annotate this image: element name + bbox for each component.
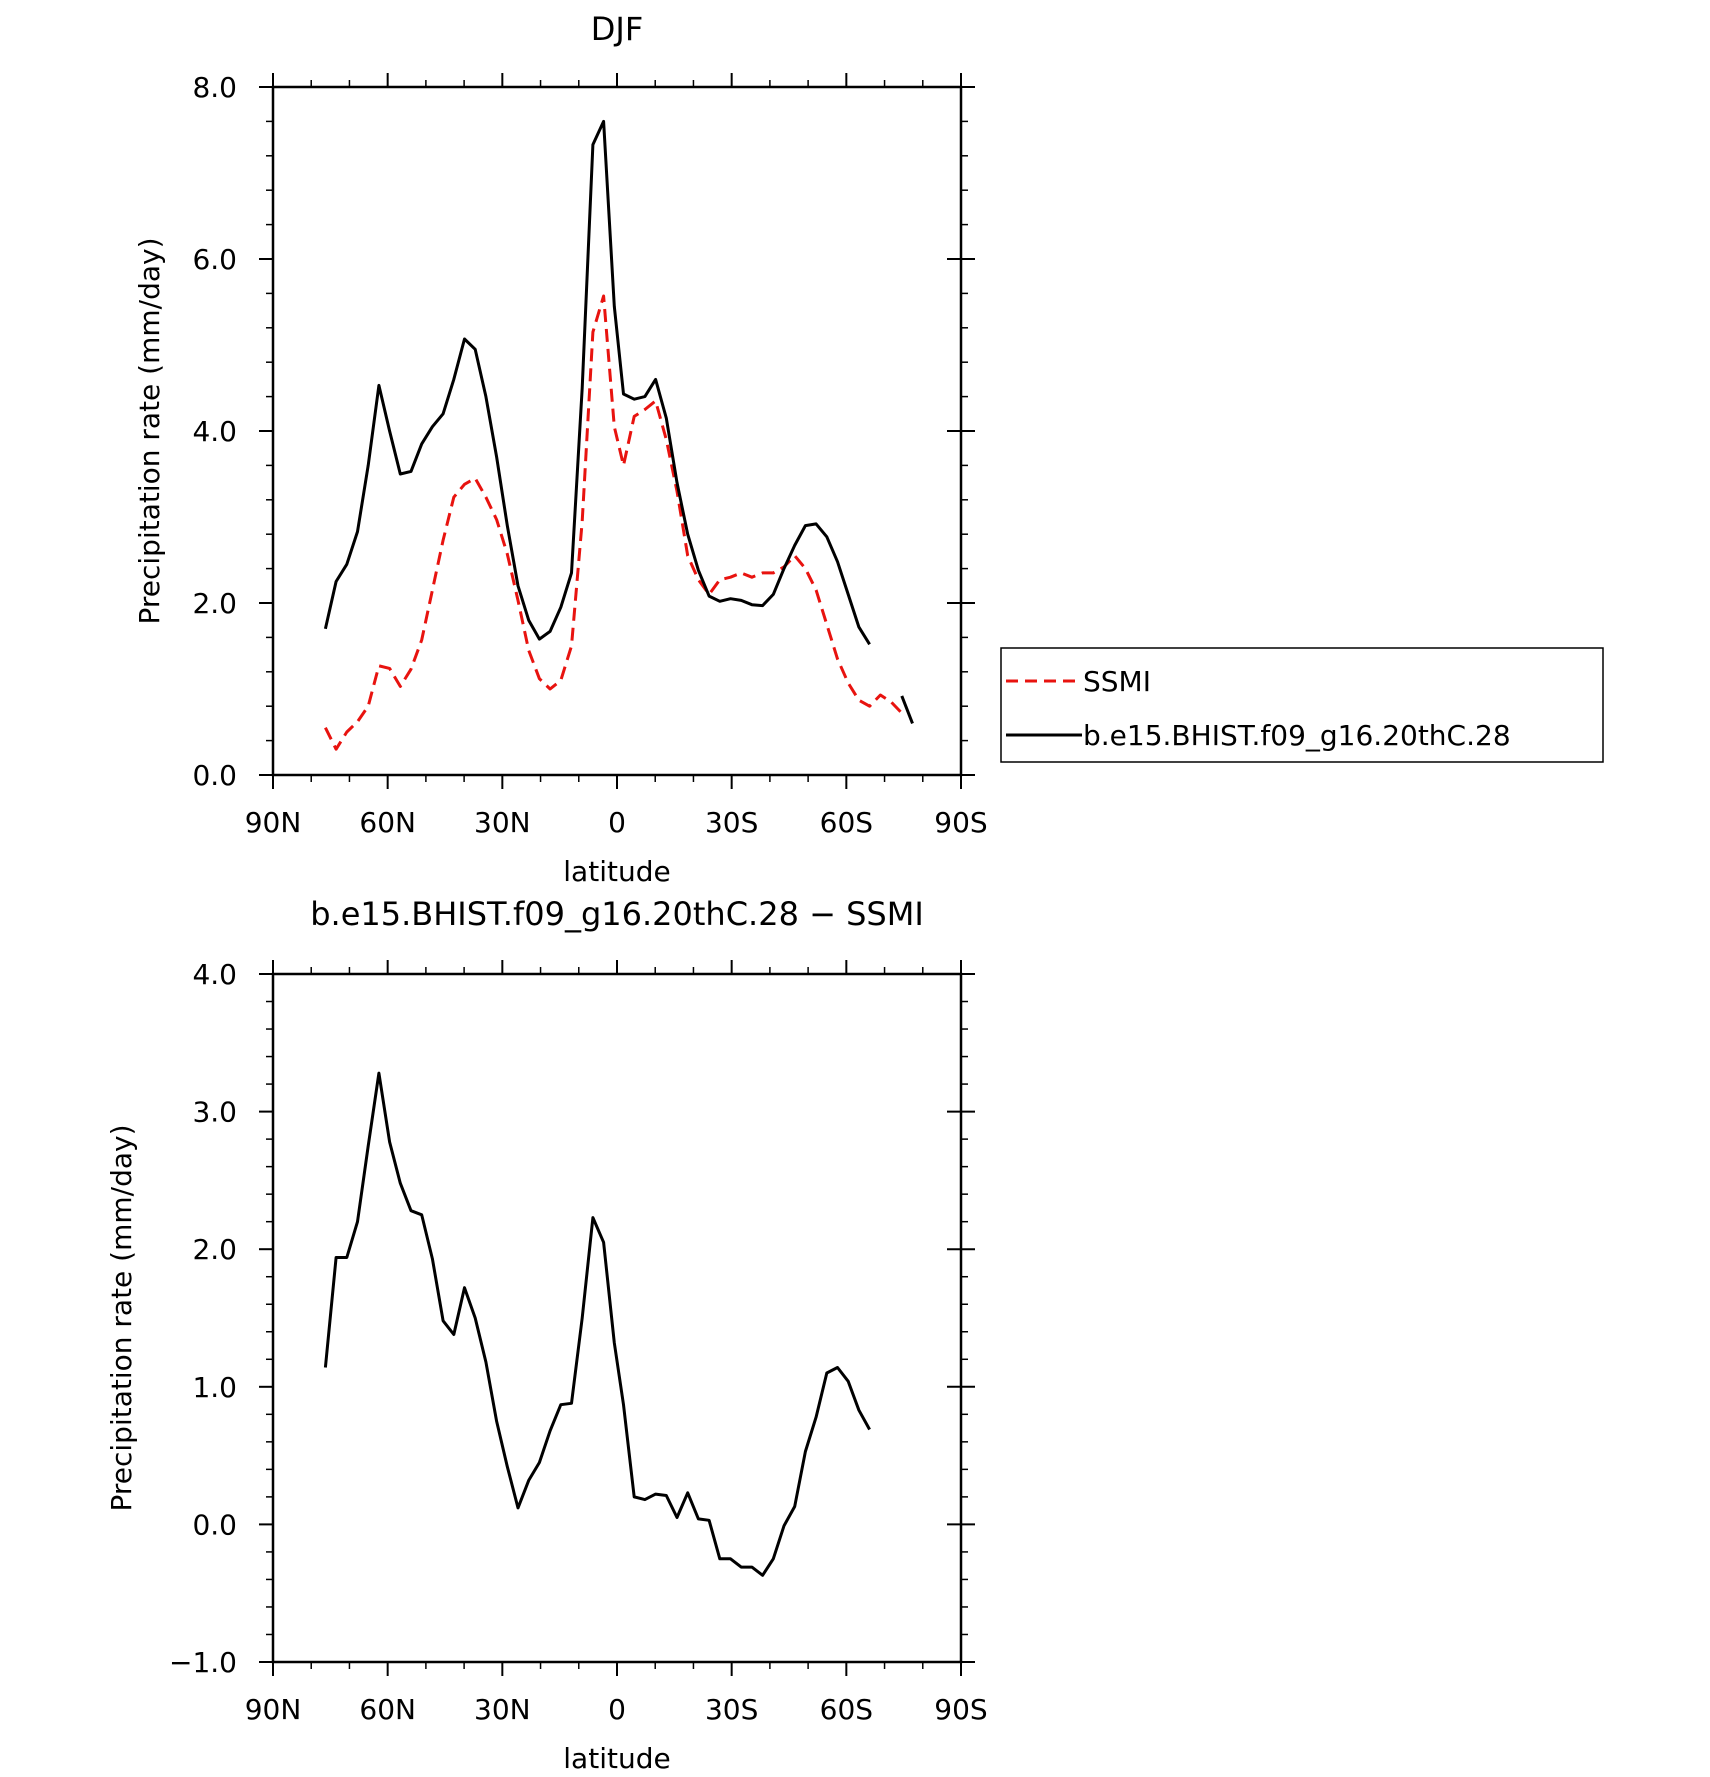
x-tick-label: 30N — [474, 1693, 531, 1726]
y-tick-label: 4.0 — [192, 958, 237, 991]
series-line-b-e15-bhist-f09-g16-20thc-28 — [323, 119, 871, 646]
axis-ticks: 90N 60N 30N 0 30S 60S 90S −1.0 0.0 1.0 2.0 3.0 4.0 — [169, 958, 988, 1726]
panel-top: DJF 90N 60N 30N 0 30S 60S 90S 0.0 2.0 4.0 6.0 8.0 l… — [133, 10, 1604, 888]
y-tick-label: 4.0 — [192, 415, 237, 448]
y-axis-title: Precipitation rate (mm/day) — [133, 237, 166, 624]
y-tick-label: 8.0 — [192, 71, 237, 104]
y-tick-label: −1.0 — [169, 1646, 237, 1679]
y-tick-label: 3.0 — [192, 1096, 237, 1129]
x-tick-label: 90N — [245, 806, 302, 839]
legend-box — [1000, 647, 1604, 763]
series-line-series-0 — [323, 1071, 871, 1577]
y-tick-label: 2.0 — [192, 1233, 237, 1266]
x-tick-label: 30N — [474, 806, 531, 839]
chart-title: DJF — [591, 10, 643, 48]
axis-ticks: 90N 60N 30N 0 30S 60S 90S 0.0 2.0 4.0 6.0 8.0 — [192, 71, 987, 839]
chart-title: b.e15.BHIST.f09_g16.20thC.28 − SSMI — [310, 895, 924, 933]
legend-label-model: b.e15.BHIST.f09_g16.20thC.28 — [1083, 719, 1511, 752]
y-tick-label: 2.0 — [192, 587, 237, 620]
x-tick-label: 90N — [245, 1693, 302, 1726]
x-tick-label: 30S — [705, 806, 758, 839]
series-layer — [323, 1071, 871, 1577]
x-tick-label: 0 — [608, 1693, 626, 1726]
plot-frame — [271, 85, 963, 777]
y-tick-label: 6.0 — [192, 243, 237, 276]
legend: SSMI b.e15.BHIST.f09_g16.20thC.28 — [1000, 647, 1604, 763]
x-tick-label: 0 — [608, 806, 626, 839]
series-layer — [323, 119, 914, 751]
x-tick-label: 60N — [359, 806, 416, 839]
y-tick-label: 0.0 — [192, 1508, 237, 1541]
legend-label-ssmi: SSMI — [1083, 665, 1151, 698]
y-axis-title: Precipitation rate (mm/day) — [105, 1124, 138, 1511]
x-tick-label: 60S — [820, 1693, 873, 1726]
x-axis-title: latitude — [563, 1742, 670, 1775]
panel-bottom: b.e15.BHIST.f09_g16.20thC.28 − SSMI 90N 6… — [105, 895, 988, 1775]
x-tick-label: 60S — [820, 806, 873, 839]
x-axis-title: latitude — [563, 855, 670, 888]
x-tick-label: 90S — [934, 806, 987, 839]
series-line-b-e15-bhist-f09-g16-20thc-28 — [900, 695, 914, 724]
y-tick-label: 1.0 — [192, 1371, 237, 1404]
x-tick-label: 90S — [934, 1693, 987, 1726]
series-line-ssmi — [324, 294, 903, 751]
plot-frame — [271, 972, 963, 1664]
y-tick-label: 0.0 — [192, 759, 237, 792]
x-tick-label: 30S — [705, 1693, 758, 1726]
x-tick-label: 60N — [359, 1693, 416, 1726]
